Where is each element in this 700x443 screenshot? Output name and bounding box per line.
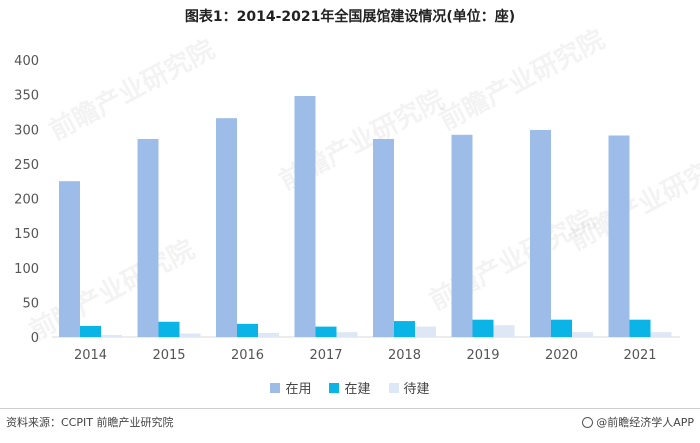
bar	[650, 332, 672, 337]
y-tick-label: 150	[14, 227, 39, 242]
bar	[394, 321, 415, 337]
bar	[80, 325, 101, 337]
legend-label: 在用	[285, 382, 312, 397]
bar	[315, 326, 337, 337]
legend-item: 待建	[388, 378, 430, 397]
x-tick-label: 2021	[623, 348, 656, 363]
bar	[451, 134, 473, 337]
y-tick-label: 400	[14, 54, 39, 69]
y-tick-label: 50	[22, 296, 39, 311]
bar	[530, 129, 551, 337]
x-tick-label: 2014	[74, 348, 107, 363]
legend-swatch-0	[270, 382, 281, 393]
brand-logo-icon	[582, 416, 594, 428]
legend-label: 待建	[403, 382, 430, 397]
y-tick-label: 250	[14, 158, 39, 173]
x-tick-label: 2020	[545, 348, 578, 363]
bar	[258, 332, 279, 337]
brand-credit: @前瞻经济学人APP	[582, 414, 694, 430]
bar	[373, 138, 394, 337]
source-note: 资料来源：CCPIT 前瞻产业研究院	[6, 416, 174, 429]
bar	[137, 138, 159, 337]
x-tick-label: 2019	[466, 348, 499, 363]
bar	[158, 321, 180, 337]
bar	[179, 333, 201, 337]
bar	[572, 332, 593, 337]
legend: 在用 在建 待建	[0, 378, 700, 397]
legend-item: 在建	[329, 378, 371, 397]
x-tick-label: 2015	[152, 348, 185, 363]
bar	[237, 323, 258, 337]
y-tick-label: 200	[14, 193, 39, 208]
legend-label: 在建	[344, 382, 371, 397]
bar	[415, 326, 436, 337]
x-tick-label: 2016	[231, 348, 264, 363]
chart-title: 图表1：2014-2021年全国展馆建设情况(单位：座)	[184, 9, 516, 25]
footer-divider	[0, 408, 700, 409]
bar	[294, 96, 316, 337]
brand-label: @前瞻经济学人APP	[596, 416, 694, 429]
bar	[551, 319, 572, 337]
y-tick-label: 0	[31, 331, 39, 346]
y-tick-label: 100	[14, 262, 39, 277]
legend-swatch-1	[329, 382, 340, 393]
bar	[59, 181, 80, 337]
x-tick-label: 2017	[309, 348, 342, 363]
bar	[493, 325, 515, 337]
y-tick-label: 300	[14, 123, 39, 138]
bar	[336, 332, 358, 337]
bar	[629, 319, 651, 337]
bar	[101, 334, 122, 337]
bar	[608, 135, 630, 337]
legend-swatch-2	[388, 382, 399, 393]
x-tick-label: 2018	[388, 348, 421, 363]
bar	[472, 319, 494, 337]
y-tick-label: 350	[14, 89, 39, 104]
bar-chart: 0 50 100 150 200 250 300 350 400 2014 2015 2016 2017…	[14, 54, 680, 363]
bar	[216, 118, 237, 337]
legend-item: 在用	[270, 378, 311, 397]
